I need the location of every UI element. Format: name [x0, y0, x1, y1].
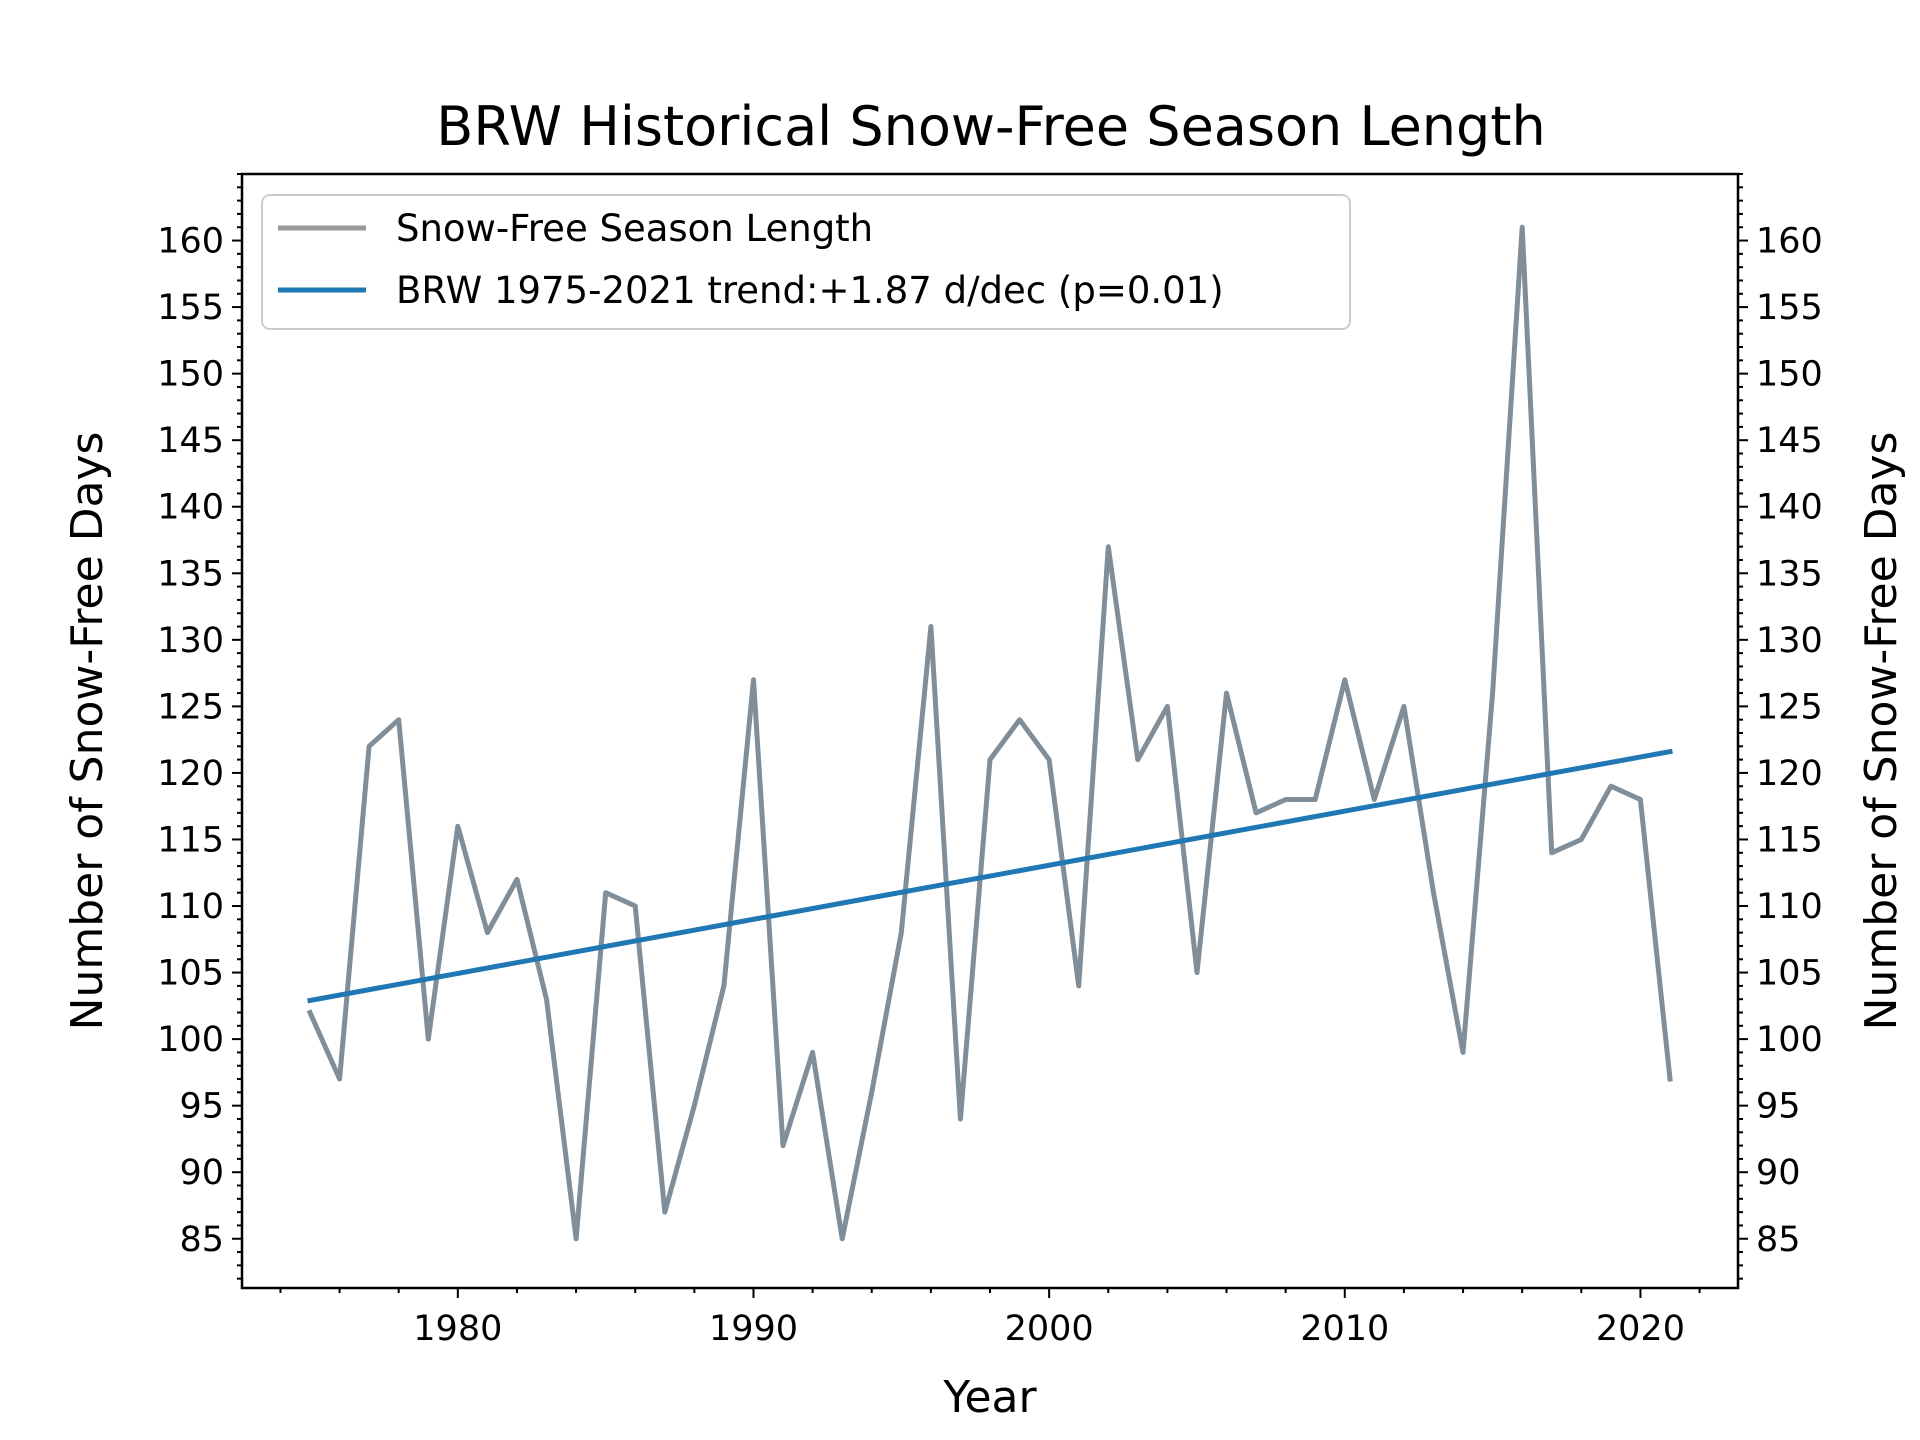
y-axis-right: 85 90 95 100 105 110 115 120 125 130 135 140 145 150 1…: [1738, 173, 1823, 1280]
y-tick-label: 130: [157, 621, 224, 661]
y-tick-label-right: 140: [1756, 488, 1823, 528]
series-layer: [306, 224, 1673, 1242]
y-tick-label: 95: [179, 1087, 224, 1127]
x-axis: 1980 1990 2000 2010 2020: [279, 1288, 1701, 1349]
y-tick-label: 145: [157, 421, 224, 461]
y-tick-label: 110: [157, 887, 224, 927]
y-axis-left: 85 90 95 100 105 110 115 120 125 130 135 140 145 150 1…: [157, 173, 242, 1280]
y-tick-label-right: 100: [1756, 1020, 1823, 1060]
y-tick-label: 150: [157, 355, 224, 395]
y-axis-label-right: Number of Snow-Free Days: [1856, 432, 1907, 1031]
y-tick-label-right: 105: [1756, 954, 1823, 994]
x-tick-label: 2000: [1005, 1309, 1094, 1349]
y-tick-label: 85: [179, 1220, 224, 1260]
legend: Snow-Free Season Length BRW 1975-2021 tr…: [261, 194, 1351, 330]
series-line-trend: [307, 748, 1673, 1004]
y-axis-label-left: Number of Snow-Free Days: [62, 432, 113, 1031]
x-tick-label: 2020: [1596, 1309, 1685, 1349]
y-tick-label-right: 85: [1756, 1220, 1801, 1260]
y-tick-label-right: 135: [1756, 554, 1823, 594]
y-tick-label-right: 115: [1756, 820, 1823, 860]
x-tick-label: 1980: [413, 1309, 502, 1349]
legend-label-snow-free-length: Snow-Free Season Length: [396, 207, 873, 250]
y-tick-label: 140: [157, 488, 224, 528]
y-tick-label: 100: [157, 1020, 224, 1060]
y-tick-label-right: 120: [1756, 754, 1823, 794]
y-tick-label-right: 95: [1756, 1087, 1801, 1127]
y-tick-label: 90: [179, 1153, 224, 1193]
y-tick-label-right: 125: [1756, 687, 1823, 727]
x-axis-label: Year: [942, 1372, 1037, 1423]
y-tick-label: 120: [157, 754, 224, 794]
x-tick-label: 2010: [1300, 1309, 1389, 1349]
legend-box: [261, 194, 1351, 330]
y-tick-label-right: 130: [1756, 621, 1823, 661]
y-tick-label-right: 110: [1756, 887, 1823, 927]
y-tick-label-right: 160: [1756, 222, 1823, 262]
y-tick-label: 105: [157, 954, 224, 994]
y-tick-label-right: 150: [1756, 355, 1823, 395]
y-tick-label: 125: [157, 687, 224, 727]
x-tick-label: 1990: [709, 1309, 798, 1349]
legend-label-trend: BRW 1975-2021 trend:+1.87 d/dec (p=0.01): [396, 269, 1224, 312]
y-tick-label: 160: [157, 222, 224, 262]
y-tick-label-right: 90: [1756, 1153, 1801, 1193]
y-tick-label: 135: [157, 554, 224, 594]
chart-title: BRW Historical Snow-Free Season Length: [436, 95, 1545, 158]
y-tick-label-right: 155: [1756, 288, 1823, 328]
y-tick-label: 115: [157, 820, 224, 860]
y-tick-label: 155: [157, 288, 224, 328]
y-tick-label-right: 145: [1756, 421, 1823, 461]
